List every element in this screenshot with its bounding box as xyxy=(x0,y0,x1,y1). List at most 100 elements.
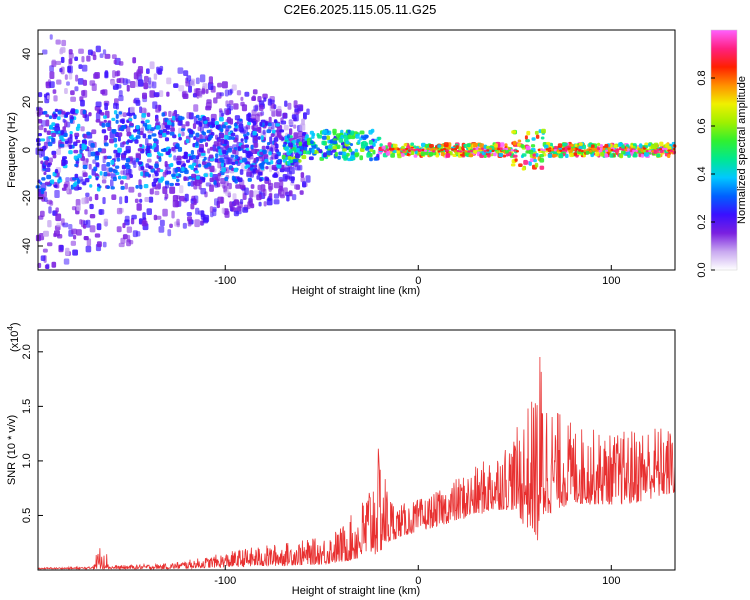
snr-y-tick-label: 1.0 xyxy=(21,453,33,468)
heatmap-cell xyxy=(126,131,132,137)
heatmap-cell xyxy=(68,58,73,65)
heatmap-cell xyxy=(106,162,111,167)
heatmap-cell xyxy=(129,122,134,127)
snr-exponent: (x104) xyxy=(6,322,21,352)
heatmap-cell xyxy=(77,153,82,159)
heatmap-cell xyxy=(595,151,600,157)
heatmap-cell xyxy=(259,162,265,167)
snr-y-tick-label: 0.5 xyxy=(21,508,33,523)
heatmap-cell xyxy=(80,179,86,184)
heatmap-cell xyxy=(223,208,229,215)
heatmap-cell xyxy=(217,146,221,150)
heatmap-cell xyxy=(186,75,192,82)
heatmap-cell xyxy=(88,175,92,180)
heatmap-cell xyxy=(141,113,147,118)
heatmap-cell xyxy=(579,142,583,146)
heatmap-cell xyxy=(118,132,123,137)
heatmap-cell xyxy=(154,118,159,122)
heatmap-cell xyxy=(112,176,117,182)
heatmap-cell xyxy=(127,234,131,243)
heatmap-cell xyxy=(63,258,70,265)
heatmap-cell xyxy=(266,129,272,134)
heatmap-cell xyxy=(552,154,558,158)
heatmap-cell xyxy=(250,164,254,168)
heatmap-cell xyxy=(640,153,645,158)
heatmap-cell xyxy=(135,158,140,163)
heatmap-cell xyxy=(203,156,207,161)
heatmap-cell xyxy=(629,149,633,153)
heatmap-cell xyxy=(345,140,350,145)
heatmap-cell xyxy=(359,130,365,135)
heatmap-cell xyxy=(51,137,55,143)
heatmap-cell xyxy=(305,150,311,155)
heatmap-cell xyxy=(41,149,45,157)
heatmap-y-tick-label: -40 xyxy=(21,238,33,254)
heatmap-cell xyxy=(350,135,356,140)
heatmap-cell xyxy=(64,88,68,94)
heatmap-cell xyxy=(609,153,614,158)
colorbar-tick-label: 0.6 xyxy=(696,118,708,133)
heatmap-cell xyxy=(104,71,109,79)
heatmap-cell xyxy=(321,130,326,135)
heatmap-cell xyxy=(648,149,652,153)
heatmap-cell xyxy=(80,99,85,107)
heatmap-cell xyxy=(234,155,239,159)
heatmap-cell xyxy=(407,149,411,152)
heatmap-cell xyxy=(89,184,93,188)
heatmap-cell xyxy=(607,146,611,151)
heatmap-cell xyxy=(486,154,491,158)
heatmap-cell xyxy=(93,166,98,172)
heatmap-cell xyxy=(131,112,136,116)
heatmap-cell xyxy=(253,157,257,163)
heatmap-cell xyxy=(159,219,165,227)
heatmap-cell xyxy=(626,151,631,156)
heatmap-cell xyxy=(62,126,66,131)
snr-series-line xyxy=(37,356,676,571)
heatmap-cell xyxy=(599,147,603,151)
heatmap-cell xyxy=(135,99,141,106)
heatmap-cell xyxy=(153,92,160,97)
heatmap-cell xyxy=(602,147,606,151)
heatmap-cell xyxy=(66,81,70,86)
heatmap-cell xyxy=(219,110,224,119)
heatmap-cell xyxy=(244,187,249,196)
heatmap-cell xyxy=(185,81,190,87)
heatmap-cell xyxy=(301,155,307,160)
heatmap-cell xyxy=(630,144,634,148)
heatmap-cell xyxy=(95,151,99,156)
heatmap-cell xyxy=(107,155,112,159)
heatmap-cell xyxy=(543,148,546,152)
heatmap-cell xyxy=(266,142,271,146)
heatmap-cell xyxy=(111,54,117,60)
heatmap-cell xyxy=(268,151,272,156)
heatmap-cell xyxy=(62,222,69,228)
heatmap-cell xyxy=(128,118,133,122)
heatmap-cell xyxy=(122,222,126,229)
heatmap-cell xyxy=(400,153,405,157)
heatmap-y-tick-label: 20 xyxy=(21,96,33,108)
heatmap-cell xyxy=(292,139,296,144)
heatmap-cell xyxy=(494,147,498,150)
heatmap-cell xyxy=(65,247,70,256)
heatmap-cell xyxy=(236,205,242,212)
heatmap-cell xyxy=(263,201,267,207)
heatmap-cell xyxy=(591,144,595,149)
heatmap-cell xyxy=(40,120,47,127)
heatmap-cell xyxy=(83,144,88,150)
colorbar-tick-label: 0.2 xyxy=(696,214,708,229)
heatmap-cell xyxy=(575,147,579,151)
heatmap-cell xyxy=(198,147,204,153)
heatmap-cell xyxy=(149,61,155,70)
heatmap-cell xyxy=(227,147,232,153)
heatmap-cell xyxy=(597,142,601,146)
heatmap-cell xyxy=(175,143,180,148)
heatmap-cell xyxy=(547,153,553,158)
heatmap-cell xyxy=(54,108,59,112)
heatmap-cell xyxy=(125,79,131,84)
heatmap-cell xyxy=(269,136,273,145)
heatmap-cell xyxy=(122,112,127,118)
heatmap-cell xyxy=(201,161,206,165)
heatmap-cell xyxy=(373,157,379,161)
heatmap-cell xyxy=(372,149,376,155)
heatmap-cell xyxy=(63,183,68,188)
